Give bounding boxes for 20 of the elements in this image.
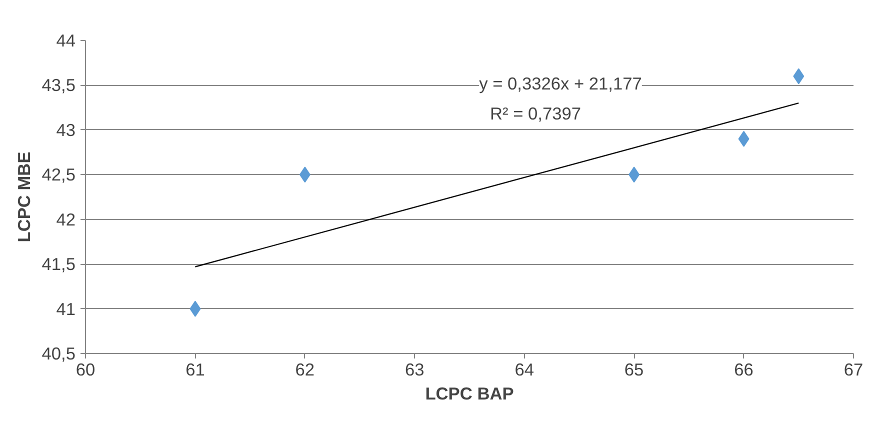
y-tick-label: 43,5 — [42, 75, 76, 96]
x-tick-label: 61 — [186, 360, 205, 380]
x-tick-label: 67 — [844, 360, 864, 380]
x-tick-label: 65 — [624, 360, 644, 380]
x-tick-label: 63 — [405, 360, 424, 380]
y-tick-label: 41,5 — [42, 254, 76, 274]
x-tick-label: 60 — [76, 360, 96, 380]
y-tick-label: 44 — [56, 30, 76, 50]
y-tick-label: 43 — [56, 120, 76, 140]
y-axis-title: LCPC MBE — [14, 152, 34, 242]
annotation: y = 0,3326x + 21,177 — [479, 74, 642, 94]
x-tick-label: 62 — [295, 360, 315, 380]
y-tick-label: 40,5 — [42, 344, 76, 364]
x-tick-label: 66 — [734, 360, 754, 380]
y-tick-label: 41 — [56, 298, 76, 319]
x-tick-label: 64 — [514, 360, 534, 380]
y-tick-label: 42 — [56, 209, 76, 230]
annotation: R² = 0,7397 — [490, 104, 582, 124]
y-tick-label: 42,5 — [42, 164, 76, 185]
x-axis-title: LCPC BAP — [425, 384, 514, 404]
